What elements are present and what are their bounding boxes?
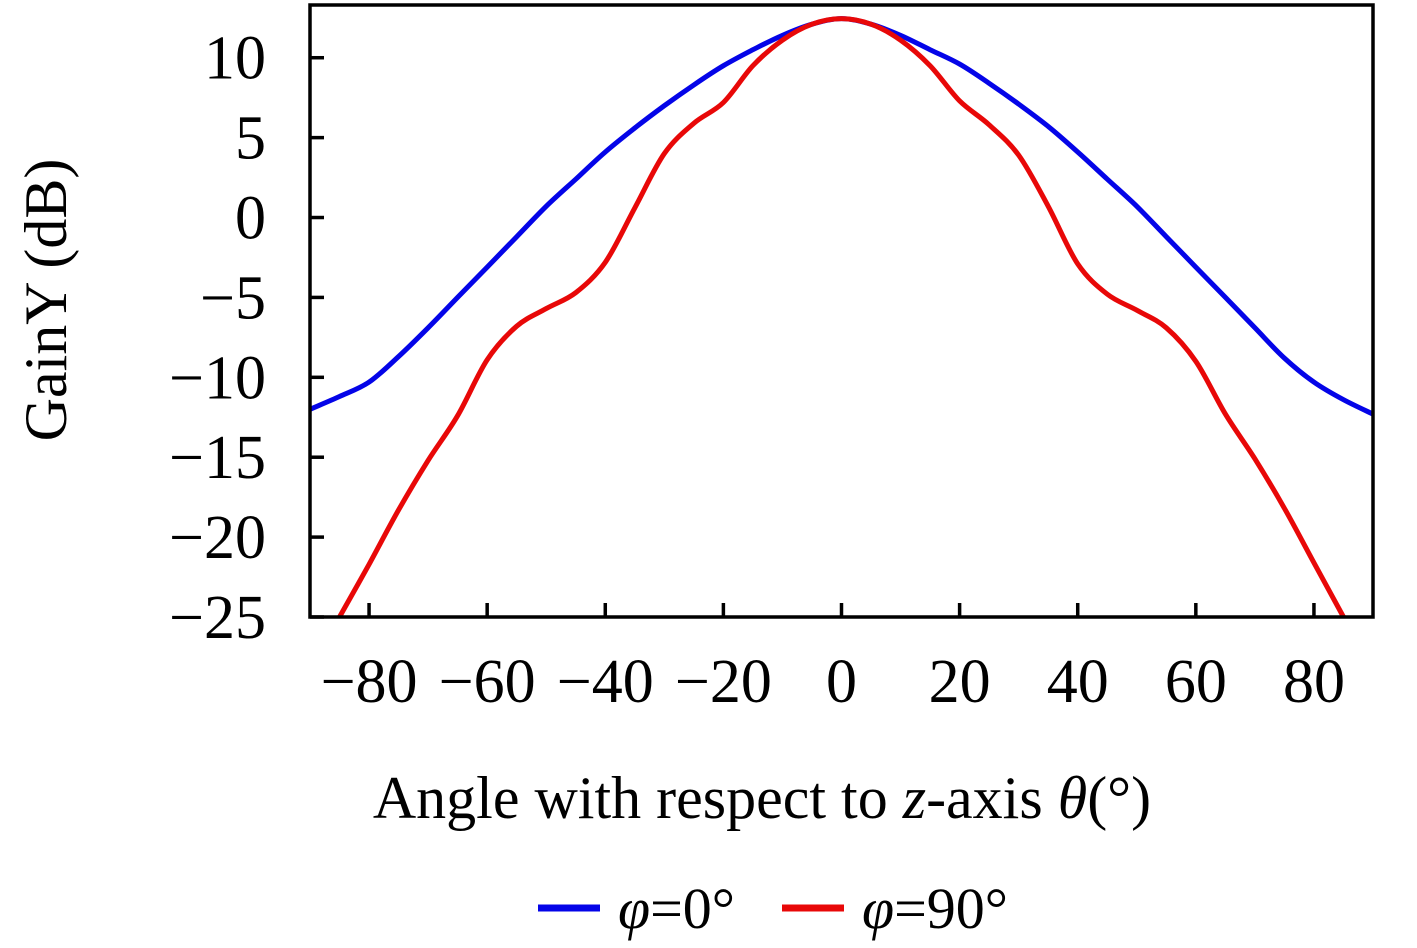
legend: φ=0° φ=90° [538, 876, 1008, 941]
x-tick-label: −20 [675, 648, 772, 716]
y-axis-label: GainY (dB) [13, 159, 79, 442]
x-tick-label: 0 [826, 648, 857, 716]
x-axis-label-symbol: z [902, 765, 926, 831]
y-tick-label: −5 [200, 264, 266, 332]
x-tick-label: 20 [929, 648, 991, 716]
x-axis-label-text: (°) [1087, 765, 1151, 831]
y-tick-label: 0 [235, 185, 266, 253]
y-tick-label: −20 [169, 504, 266, 572]
x-tick-label: 80 [1283, 648, 1345, 716]
x-axis-label-text: Angle with respect to [373, 765, 903, 831]
series-line-phi-90 [337, 16, 1346, 619]
x-tick-label: −40 [557, 648, 654, 716]
legend-label-symbol: φ [862, 876, 894, 941]
x-axis-label: Angle with respect to z-axis θ(°) [373, 765, 1151, 831]
legend-label-text: =0° [650, 876, 735, 941]
y-tick-label: −25 [169, 584, 266, 652]
x-tick-label: −80 [321, 648, 418, 716]
y-tick-label: 10 [204, 25, 266, 93]
legend-item-phi-0: φ=0° [538, 876, 735, 941]
x-axis-label-text: -axis [926, 765, 1058, 831]
x-axis-ticks: −80 −60 −40 −20 0 20 40 60 80 [321, 603, 1345, 716]
y-tick-label: 5 [235, 105, 266, 173]
y-tick-label: −15 [169, 424, 266, 492]
y-axis-ticks: 10 5 0 −5 −10 −15 −20 −25 [169, 25, 324, 652]
x-tick-label: −60 [439, 648, 536, 716]
legend-label-phi-0: φ=0° [618, 876, 735, 941]
legend-label-text: =90° [894, 876, 1008, 941]
x-tick-label: 40 [1047, 648, 1109, 716]
legend-label-symbol: φ [618, 876, 650, 941]
x-axis-label-symbol: θ [1058, 765, 1087, 831]
legend-label-phi-90: φ=90° [862, 876, 1008, 941]
x-tick-label: 60 [1165, 648, 1227, 716]
legend-item-phi-90: φ=90° [782, 876, 1008, 941]
y-tick-label: −10 [169, 344, 266, 412]
series-lines [308, 16, 1375, 619]
